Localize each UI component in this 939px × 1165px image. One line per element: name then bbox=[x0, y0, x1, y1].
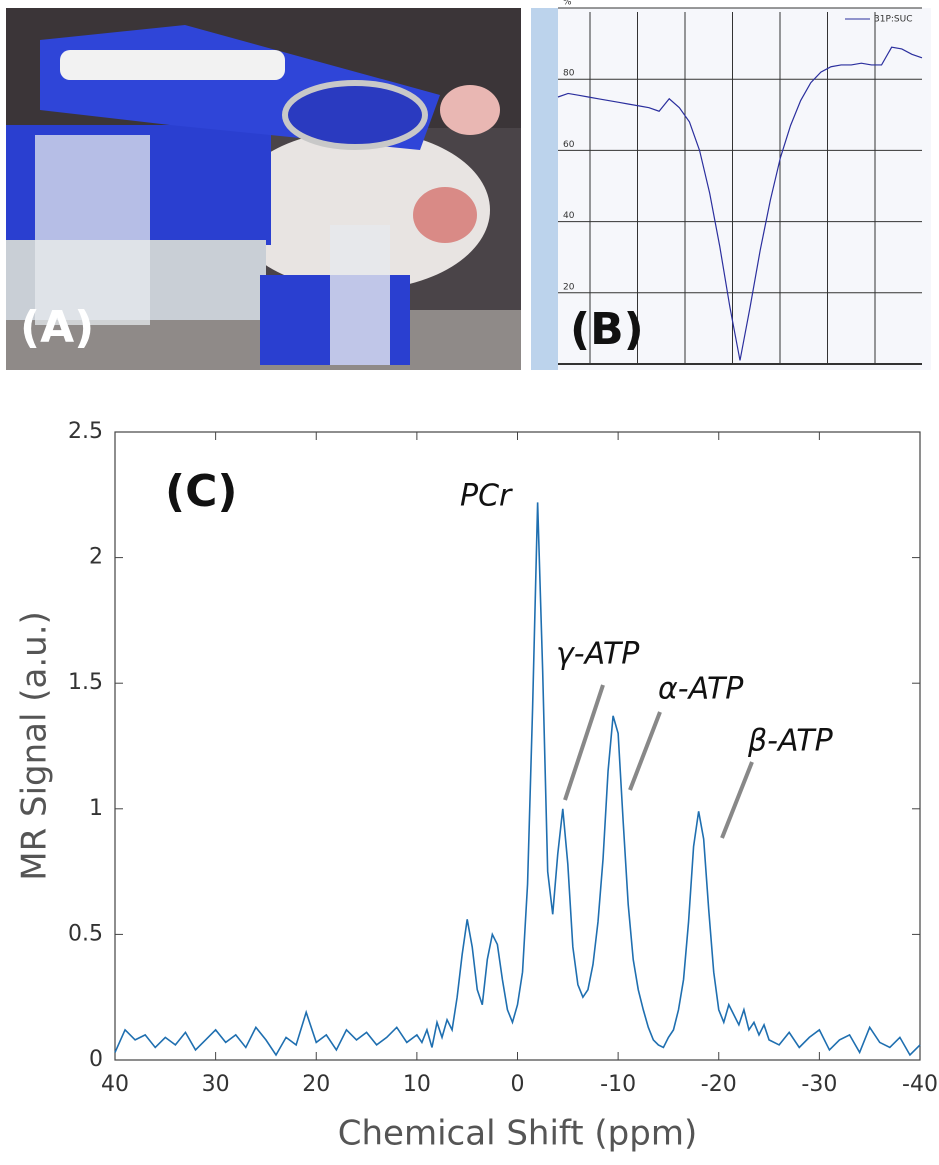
y-tick-label: 0 bbox=[89, 1047, 103, 1072]
panel-label: (C) bbox=[165, 466, 238, 517]
y-tick-label: 20 bbox=[563, 282, 575, 292]
x-tick-label: 0 bbox=[511, 1072, 525, 1097]
mouse-nose bbox=[413, 187, 477, 243]
tape bbox=[35, 135, 150, 325]
screw bbox=[60, 50, 285, 80]
x-tick-label: -30 bbox=[801, 1072, 837, 1097]
x-tick-label: -40 bbox=[902, 1072, 938, 1097]
x-tick-label: 20 bbox=[302, 1072, 330, 1097]
panel-label: (A) bbox=[20, 302, 94, 353]
panel-b: 20 40 60 80% 31P:SUC (B) bbox=[557, 0, 923, 365]
x-tick-label: -10 bbox=[600, 1072, 636, 1097]
x-axis-label: Chemical Shift (ppm) bbox=[338, 1114, 697, 1154]
peak-label: β-ATP bbox=[747, 724, 834, 759]
panel-b-background bbox=[531, 8, 931, 370]
y-tick-label: 2 bbox=[89, 545, 103, 570]
panel-b-edge bbox=[531, 8, 558, 370]
x-tick-label: 40 bbox=[101, 1072, 129, 1097]
mouse bbox=[230, 130, 490, 290]
spectrum-line bbox=[114, 502, 921, 1057]
mouse-ear bbox=[440, 85, 500, 135]
peak-pointer bbox=[563, 684, 605, 801]
y-tick-label: 2.5 bbox=[68, 419, 103, 444]
peak-label: α-ATP bbox=[658, 672, 744, 707]
y-axis-label: MR Signal (a.u.) bbox=[15, 611, 55, 881]
x-tick-label: 10 bbox=[403, 1072, 431, 1097]
y-tick-label: 0.5 bbox=[68, 921, 103, 946]
peak-pointer bbox=[720, 761, 754, 839]
coil bbox=[282, 80, 428, 150]
panel-c: 40 30 20 10 0 -10 -20 -30 -40 0 0.5 1 1.5 2 2.5 Chemica… bbox=[15, 419, 938, 1154]
x-tick-label: 30 bbox=[202, 1072, 230, 1097]
y-tick-label: 40 bbox=[563, 211, 575, 221]
y-tick-label: 80 bbox=[563, 69, 575, 79]
y-tick-label: 1.5 bbox=[68, 670, 103, 695]
tape bbox=[330, 225, 390, 365]
y-tick-label: 1 bbox=[89, 796, 103, 821]
panel-label: (B) bbox=[570, 304, 644, 355]
peak-label: γ-ATP bbox=[556, 637, 640, 672]
photo: (A) bbox=[6, 8, 521, 370]
x-tick-label: -20 bbox=[701, 1072, 737, 1097]
series-line bbox=[557, 46, 923, 361]
y-tick-label: 60 bbox=[563, 140, 575, 150]
peak-label: PCr bbox=[460, 479, 513, 514]
peak-pointer bbox=[628, 711, 662, 791]
y-tick-label: % bbox=[563, 0, 572, 8]
legend-label: 31P:SUC bbox=[874, 15, 913, 25]
